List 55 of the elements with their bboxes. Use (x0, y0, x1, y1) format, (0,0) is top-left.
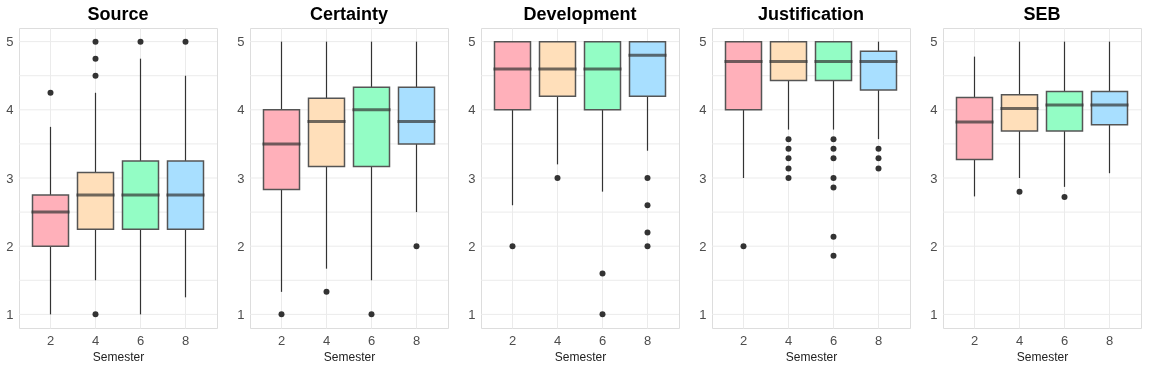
x-tick-label: 4 (322, 332, 331, 348)
x-axis-title: Semester (785, 349, 838, 364)
x-tick-label: 8 (181, 332, 190, 348)
y-tick-label: 2 (468, 238, 476, 254)
y-tick-label: 4 (6, 102, 14, 118)
y-tick-label: 2 (699, 238, 707, 254)
x-axis-title: Semester (1016, 349, 1069, 364)
x-axis-title: Semester (92, 349, 145, 364)
x-tick-label: 4 (91, 332, 100, 348)
y-tick-label: 5 (6, 34, 14, 50)
y-tick-label: 4 (468, 102, 476, 118)
x-axis-title: Semester (323, 349, 376, 364)
x-tick-label: 6 (1060, 332, 1069, 348)
x-tick-label: 4 (553, 332, 562, 348)
chart-title: Justification (757, 4, 865, 24)
x-tick-label: 2 (277, 332, 286, 348)
y-tick-label: 1 (930, 306, 938, 322)
y-tick-label: 3 (699, 170, 707, 186)
y-tick-label: 3 (237, 170, 245, 186)
y-tick-label: 2 (930, 238, 938, 254)
x-tick-label: 8 (643, 332, 652, 348)
x-axis-title: Semester (554, 349, 607, 364)
x-tick-label: 6 (136, 332, 145, 348)
x-tick-label: 2 (739, 332, 748, 348)
chart-title: Certainty (309, 4, 389, 24)
y-tick-label: 1 (468, 306, 476, 322)
y-tick-label: 4 (930, 102, 938, 118)
y-tick-label: 4 (699, 102, 707, 118)
x-tick-label: 6 (829, 332, 838, 348)
y-tick-label: 2 (237, 238, 245, 254)
y-tick-label: 5 (237, 34, 245, 50)
chart-title: Development (523, 4, 637, 24)
y-tick-label: 2 (6, 238, 14, 254)
y-tick-label: 4 (237, 102, 245, 118)
x-tick-label: 8 (1105, 332, 1114, 348)
x-tick-label: 4 (1015, 332, 1024, 348)
y-tick-label: 1 (237, 306, 245, 322)
y-tick-label: 1 (6, 306, 14, 322)
x-tick-label: 2 (508, 332, 517, 348)
y-tick-label: 3 (930, 170, 938, 186)
y-tick-label: 5 (930, 34, 938, 50)
x-tick-label: 2 (46, 332, 55, 348)
x-tick-label: 8 (874, 332, 883, 348)
x-tick-label: 4 (784, 332, 793, 348)
x-tick-label: 6 (598, 332, 607, 348)
y-tick-label: 5 (468, 34, 476, 50)
x-tick-label: 8 (412, 332, 421, 348)
y-tick-label: 3 (6, 170, 14, 186)
x-tick-label: 2 (970, 332, 979, 348)
y-tick-label: 3 (468, 170, 476, 186)
y-tick-label: 5 (699, 34, 707, 50)
x-tick-label: 6 (367, 332, 376, 348)
chart-title: Source (87, 4, 149, 24)
chart-title: SEB (1023, 4, 1061, 24)
y-tick-label: 1 (699, 306, 707, 322)
